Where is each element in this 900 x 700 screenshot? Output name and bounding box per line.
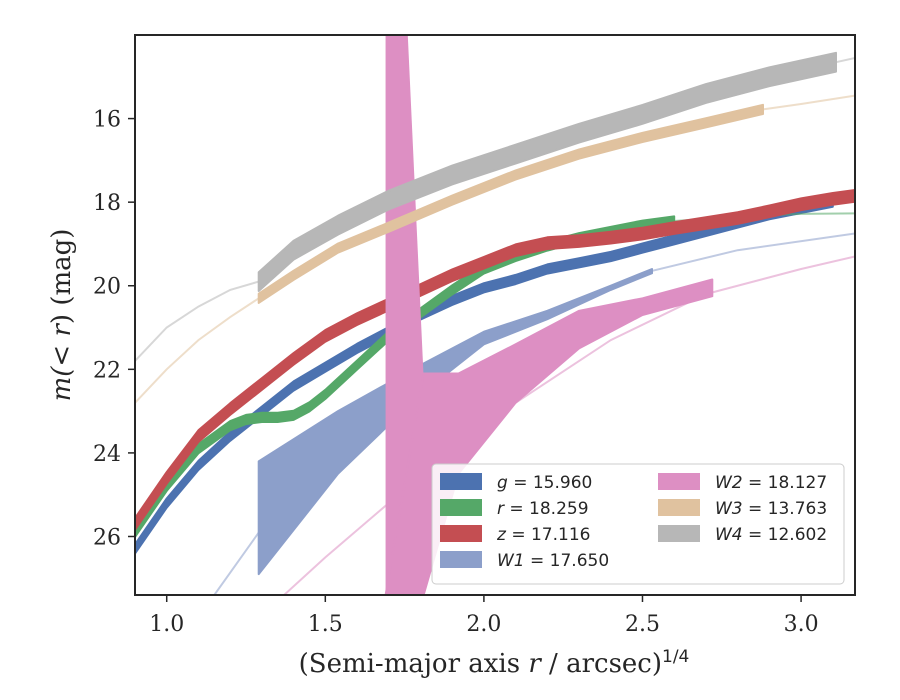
series-6-band xyxy=(257,51,837,292)
plot-frame xyxy=(134,34,856,596)
y-axis-label-pre: m(< xyxy=(47,337,77,402)
plot-clipped-group xyxy=(135,35,855,595)
legend-col2-swatch-2 xyxy=(658,525,700,542)
x-tick-label-1: 1.5 xyxy=(308,612,343,637)
legend-col2-label-value-2: = 12.602 xyxy=(743,525,828,545)
legend-col2-swatch-1 xyxy=(658,499,700,516)
legend-col2-label-value-0: = 18.127 xyxy=(743,473,828,493)
legend-col1-label-value-2: = 17.116 xyxy=(506,525,591,545)
legend-col1-label-0: g = 15.960 xyxy=(497,473,592,493)
legend-col1-swatch-2 xyxy=(440,525,482,542)
legend-col2-label-value-1: = 13.763 xyxy=(743,499,828,519)
legend-col1-label-var-3: W1 xyxy=(497,551,525,571)
x-tick-label-4: 3.0 xyxy=(784,612,819,637)
legend-col1-label-3: W1 = 17.650 xyxy=(497,551,609,571)
legend-col1-label-value-0: = 15.960 xyxy=(508,473,593,493)
x-axis-label-var: r xyxy=(528,649,542,679)
y-tick-label-2: 20 xyxy=(93,275,121,300)
x-axis-label: (Semi-major axis r / arcsec)1/4 xyxy=(299,647,690,679)
series-5-extension-2 xyxy=(762,94,855,111)
legend-col1-label-value-3: = 17.650 xyxy=(525,551,610,571)
legend-col1-label-1: r = 18.259 xyxy=(497,499,589,519)
series-4-band xyxy=(384,278,714,595)
legend-col2-swatch-0 xyxy=(658,473,700,490)
x-axis-label-tail: / arcsec) xyxy=(541,649,662,679)
legend-col2-label-var-2: W4 xyxy=(715,525,743,545)
x-tick-label-2: 2.0 xyxy=(466,612,501,637)
axes: 1.0 1.5 2.0 2.5 3.0 16 18 20 22 24 26 xyxy=(93,34,856,637)
y-axis-label-post: ) (mag) xyxy=(47,229,77,325)
legend-col2-label-2: W4 = 12.602 xyxy=(715,525,827,545)
y-axis-label-var: r xyxy=(47,323,77,337)
legend-col1-label-value-1: = 18.259 xyxy=(504,499,589,519)
legend-col1-label-2: z = 17.116 xyxy=(496,525,590,545)
series-3-band xyxy=(257,268,653,576)
legend-col1-swatch-1 xyxy=(440,499,482,516)
y-tick-label-3: 22 xyxy=(93,358,121,383)
series-5-extension xyxy=(135,297,260,404)
series-5-band xyxy=(257,103,764,304)
y-tick-label-4: 24 xyxy=(93,442,121,467)
legend-col2-label-var-1: W3 xyxy=(715,499,743,519)
series-0-band xyxy=(135,196,834,555)
y-axis-label: m(< r) (mag) xyxy=(47,229,77,402)
legend-col2-label-1: W3 = 13.763 xyxy=(715,499,827,519)
legend-col2-label-var-0: W2 xyxy=(715,473,743,493)
x-axis-label-exp: 1/4 xyxy=(662,647,689,667)
legend-col1-label-var-0: g xyxy=(497,473,508,493)
x-tick-label-0: 1.0 xyxy=(149,612,184,637)
y-tick-label-1: 18 xyxy=(93,191,121,216)
legend-col2-label-0: W2 = 18.127 xyxy=(715,473,827,493)
legend-col1-swatch-0 xyxy=(440,473,482,490)
plot-area xyxy=(135,35,855,595)
y-tick-label-0: 16 xyxy=(93,108,121,133)
series-6-extension xyxy=(135,280,259,362)
legend-col1-swatch-3 xyxy=(440,551,482,568)
series-6-extension-2 xyxy=(835,57,855,64)
legend-col1-label-var-1: r xyxy=(497,499,505,519)
x-axis-label-text: (Semi-major axis xyxy=(299,649,529,679)
legend-box xyxy=(431,463,845,585)
x-tick-label-3: 2.5 xyxy=(625,612,660,637)
y-tick-label-5: 26 xyxy=(93,525,121,550)
legend-col1-label-var-2: z xyxy=(496,525,507,545)
